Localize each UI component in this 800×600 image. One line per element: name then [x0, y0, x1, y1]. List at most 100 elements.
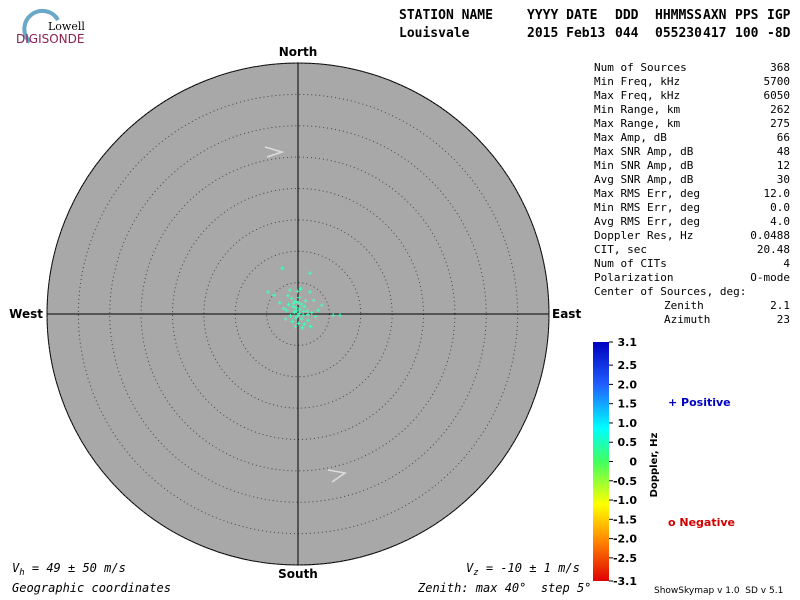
- colorbar: [593, 342, 609, 581]
- logo-top: Lowell: [48, 20, 85, 33]
- north: North: [279, 45, 317, 59]
- stat-label: Num of CITs: [594, 257, 667, 270]
- stat-label: CIT, sec: [594, 243, 647, 256]
- stat-label: Min Range, km: [594, 103, 680, 116]
- points: [265, 266, 343, 330]
- source-point: [297, 306, 302, 311]
- stat-value: 20.48: [757, 243, 790, 256]
- source-point: [287, 288, 292, 293]
- source-point: [299, 301, 304, 306]
- source-point: [293, 324, 298, 329]
- source-point: [296, 313, 300, 318]
- source-point: [307, 290, 312, 295]
- source-point: [296, 321, 301, 326]
- source-point: [302, 304, 307, 309]
- header-value: 2015 Feb13: [527, 26, 605, 41]
- stat-label: Max SNR Amp, dB: [594, 145, 694, 158]
- header: STATION NAME Louisvale YYYY DATE 2015 Feb13…: [399, 8, 791, 41]
- stat-label: Polarization: [594, 271, 673, 284]
- source-point: [289, 296, 294, 301]
- stat-value: 12: [777, 159, 790, 172]
- header-value: 044: [615, 26, 639, 41]
- source-point: [284, 308, 289, 313]
- source-point: [288, 313, 293, 318]
- stat-value: 23: [777, 313, 790, 326]
- stat-label: Avg SNR Amp, dB: [594, 173, 694, 186]
- colorbar-tick-label: 1.0: [618, 417, 638, 430]
- stat-section: Center of Sources, deg:: [594, 285, 746, 298]
- source-point: [291, 301, 296, 306]
- source-point: [294, 305, 299, 310]
- source-point: [281, 306, 286, 311]
- stat-value: 0.0488: [750, 229, 790, 242]
- source-point: [302, 322, 307, 327]
- source-point: [309, 310, 314, 315]
- source-point: [292, 310, 297, 315]
- stats: Num of Sources 368 Min Freq, kHz 5700 Max Fr…: [594, 61, 790, 326]
- stat-value: 30: [777, 173, 790, 186]
- logo-swirl: [22, 8, 60, 44]
- colorbar-tick-label: -2.0: [613, 533, 637, 546]
- header-value: 055230: [655, 26, 702, 41]
- stat-label: Azimuth: [664, 313, 710, 326]
- stat-value: 6050: [764, 89, 791, 102]
- stat-value: 4.0: [770, 215, 790, 228]
- stat-value: 262: [770, 103, 790, 116]
- colorbar-tick-label: 2.5: [618, 359, 638, 372]
- header-label: IGP: [767, 8, 791, 23]
- header-label: STATION NAME: [399, 8, 493, 23]
- colorbar-tick-label: -2.5: [613, 552, 637, 565]
- header-label: YYYY DATE: [527, 8, 597, 23]
- source-point: [301, 309, 306, 314]
- source-point: [296, 300, 300, 305]
- stat-value: 48: [777, 145, 790, 158]
- logo-bottom: DIGISONDE: [16, 32, 84, 46]
- stat-value: 4: [783, 257, 790, 270]
- source-point: [297, 295, 302, 300]
- colorbar-tick-label: 2.0: [618, 378, 638, 391]
- stat-value: 12.0: [764, 187, 791, 200]
- header-value: 417: [703, 26, 726, 41]
- header-value: 100: [735, 26, 759, 41]
- source-point: [290, 304, 295, 309]
- stat-label: Zenith: [664, 299, 704, 312]
- stat-value: 275: [770, 117, 790, 130]
- source-point: [301, 313, 306, 318]
- colorbar-tick-label: -1.0: [613, 494, 637, 507]
- coords: Geographic coordinates: [12, 581, 171, 595]
- colorbar-tick-label: 0: [629, 456, 637, 469]
- source-point: [285, 293, 290, 298]
- source-point: [307, 271, 312, 276]
- source-point: [311, 298, 316, 303]
- source-point: [308, 324, 313, 329]
- source-point: [283, 317, 288, 322]
- source-point: [306, 318, 311, 323]
- header-value: Louisvale: [399, 26, 470, 41]
- header-value: -8D: [767, 26, 791, 41]
- colorbar-tick-label: -0.5: [613, 475, 637, 488]
- positive-legend: + Positive: [668, 396, 731, 409]
- marker: [327, 469, 347, 483]
- stat-label: Avg RMS Err, deg: [594, 215, 700, 228]
- colorbar-tick-label: -1.5: [613, 513, 637, 526]
- stat-value: 2.1: [770, 299, 790, 312]
- source-point: [313, 314, 318, 319]
- vh: Vh = 49 ± 50 m/s: [12, 561, 126, 578]
- source-point: [290, 319, 295, 324]
- zenith-info: Zenith: max 40° step 5°: [417, 581, 591, 595]
- stat-label: Max RMS Err, deg: [594, 187, 700, 200]
- stat-value: 368: [770, 61, 790, 74]
- colorbar-tick-label: 3.1: [618, 336, 638, 349]
- vz: Vz = -10 ± 1 m/s: [466, 561, 580, 578]
- source-point: [306, 312, 311, 317]
- colorbar-tick-label: 0.5: [618, 436, 638, 449]
- source-point: [316, 308, 321, 313]
- negative-legend: o Negative: [668, 516, 735, 529]
- colorbar-label: Doppler, Hz: [649, 433, 660, 498]
- source-point: [338, 313, 343, 318]
- stat-label: Max Range, km: [594, 117, 680, 130]
- colorbar-tick-label: -3.1: [613, 575, 637, 588]
- source-point: [319, 303, 324, 308]
- marker: [264, 146, 285, 158]
